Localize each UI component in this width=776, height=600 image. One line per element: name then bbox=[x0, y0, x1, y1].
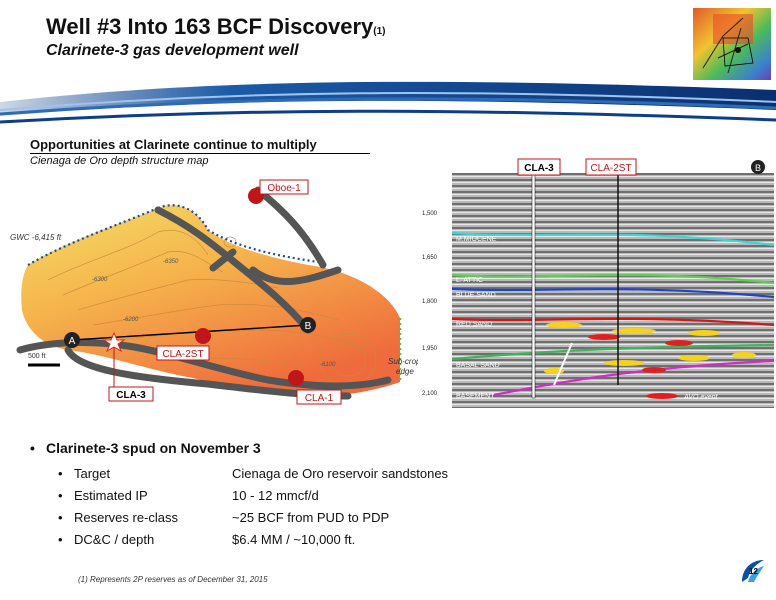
section-point-a bbox=[64, 332, 80, 348]
cla3-label: CLA-3 bbox=[116, 390, 146, 401]
title-footnote-mark: (1) bbox=[373, 26, 386, 37]
bullet-value: Cienaga de Oro reservoir sandstones bbox=[232, 466, 449, 481]
depth-tick: 1,500 bbox=[422, 211, 438, 217]
section-point-b bbox=[300, 317, 316, 333]
horizon-label: M.MIOCENE bbox=[456, 236, 497, 243]
sand-anomalies bbox=[544, 322, 756, 374]
main-bullet: • Clarinete-3 spud on November 3 bbox=[30, 440, 261, 456]
bullet-dot-icon: • bbox=[58, 510, 63, 525]
contour-label: -6300 bbox=[92, 277, 108, 283]
depth-axis: 1,500 1,650 1,800 1,950 2,100 bbox=[422, 211, 438, 397]
seismic-cla3-label: CLA-3 bbox=[524, 163, 554, 174]
avo-legend-label: AVO event bbox=[683, 394, 719, 401]
contour-label: -6100 bbox=[320, 362, 336, 368]
bullet-dot-icon: • bbox=[30, 440, 35, 456]
bullet-row: • Reserves re-class ~25 BCF from PUD to PD… bbox=[58, 510, 389, 525]
contour-label: -6350 bbox=[163, 259, 179, 265]
bullet-row: • Target Cienaga de Oro reservoir sandston… bbox=[58, 466, 448, 481]
horizon-label: BASAL SAND bbox=[456, 362, 500, 369]
title-text: Well #3 Into 163 BCF Discovery bbox=[46, 14, 374, 39]
company-logo-icon bbox=[742, 560, 764, 582]
bullet-value: ~25 BCF from PUD to PDP bbox=[232, 510, 390, 525]
seismic-cla2st-label: CLA-2ST bbox=[590, 163, 631, 174]
subcrop-label-line2: edge bbox=[396, 367, 414, 376]
bullet-key: Target bbox=[74, 466, 111, 481]
bullet-dot-icon: • bbox=[58, 488, 63, 503]
horizon-label: BASEMENT bbox=[456, 393, 495, 400]
depth-tick: 1,650 bbox=[422, 255, 438, 261]
bullet-key: Reserves re-class bbox=[74, 510, 179, 525]
depth-tick: 1,950 bbox=[422, 346, 438, 352]
header-swoosh-decoration bbox=[0, 81, 776, 124]
section-subheading: Cienaga de Oro depth structure map bbox=[30, 155, 209, 167]
section-heading: Opportunities at Clarinete continue to m… bbox=[30, 137, 317, 152]
horizon-label: BLUE SAND bbox=[456, 292, 496, 299]
bullet-value: $6.4 MM / ~10,000 ft. bbox=[232, 532, 356, 547]
gwc-label: GWC -6,415 ft bbox=[10, 233, 62, 242]
horizon-lines bbox=[451, 231, 775, 397]
main-bullet-text: Clarinete-3 spud on November 3 bbox=[46, 440, 261, 456]
bullet-dot-icon: • bbox=[58, 466, 63, 481]
bullet-dot-icon: • bbox=[58, 532, 63, 547]
cla1-well-icon bbox=[288, 370, 304, 386]
page-number: 12 bbox=[749, 567, 758, 576]
bullet-value: 10 - 12 mmcf/d bbox=[232, 488, 319, 503]
bullet-key: Estimated IP bbox=[74, 488, 148, 503]
page-subtitle: Clarinete-3 gas development well bbox=[46, 42, 299, 59]
point-a-label: A bbox=[69, 336, 76, 347]
depth-tick: 1,800 bbox=[422, 299, 438, 305]
seismic-point-b bbox=[751, 160, 765, 174]
oboe1-label: Oboe-1 bbox=[267, 183, 301, 194]
horizon-label: L. ATTIC bbox=[456, 277, 483, 284]
cla2st-label: CLA-2ST bbox=[162, 349, 203, 360]
point-b-label: B bbox=[305, 321, 312, 332]
contour-label: -6200 bbox=[123, 317, 139, 323]
cla2st-well-icon bbox=[195, 328, 211, 344]
bullet-key: DC&C / depth bbox=[74, 532, 155, 547]
horizon-label: RED SAND bbox=[456, 321, 492, 328]
avo-events bbox=[588, 334, 693, 373]
footnote: (1) Represents 2P reserves as of Decembe… bbox=[78, 575, 268, 584]
cla3-star-icon bbox=[102, 331, 126, 353]
seismic-point-b-label: B bbox=[755, 163, 761, 173]
avo-legend-swatch bbox=[646, 393, 678, 399]
location-map-thumbnail bbox=[693, 8, 771, 80]
horizon-labels: M.MIOCENE L. ATTIC BLUE SAND RED SAND BA… bbox=[456, 236, 500, 400]
bullet-row: • Estimated IP 10 - 12 mmcf/d bbox=[58, 488, 319, 503]
structure-map: A B -6300 -6350 -6200 -6100 GWC -6,415 f… bbox=[10, 179, 418, 405]
page-title: Well #3 Into 163 BCF Discovery(1) bbox=[46, 14, 386, 40]
subcrop-label-line1: Sub-crop bbox=[388, 357, 418, 366]
depth-tick: 2,100 bbox=[422, 391, 438, 397]
bullet-row: • DC&C / depth $6.4 MM / ~10,000 ft. bbox=[58, 532, 355, 547]
section-heading-rule bbox=[30, 153, 370, 154]
seismic-section: CLA-3 CLA-2ST B 1,500 1,650 1,800 1,950 … bbox=[422, 158, 775, 408]
cla1-label: CLA-1 bbox=[305, 393, 334, 404]
scale-label: 500 ft bbox=[28, 353, 46, 360]
